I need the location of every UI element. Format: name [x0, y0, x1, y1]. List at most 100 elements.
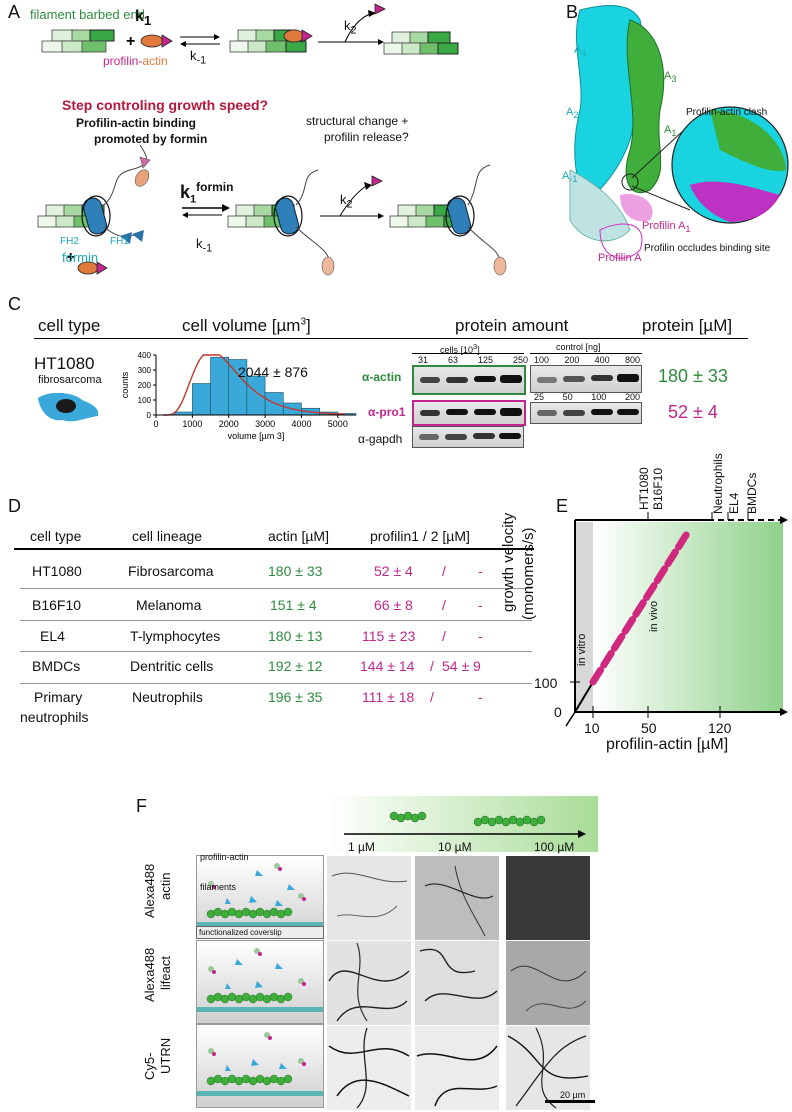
d-header-actin: actin [µM] [268, 528, 329, 544]
structural-note-2: profilin release? [324, 130, 409, 144]
cell-type-2: neutrophils [20, 709, 89, 725]
filament-top-middle [229, 29, 313, 53]
pfn2-value: - [478, 597, 483, 613]
pfn2-value: - [478, 563, 483, 579]
pfn-separator: / [442, 597, 446, 613]
cell-type: Primary [34, 689, 83, 705]
f-row3-label-1: Cy5- [142, 1052, 157, 1080]
x-tick-label: 3000 [255, 419, 275, 429]
histogram-bar [210, 356, 230, 416]
pfn1-value: 111 ± 18 [362, 689, 415, 705]
x-axis-label: volume [µm 3] [228, 431, 285, 441]
cell-shape-icon [38, 392, 99, 422]
e-top-label-ht1080: HT1080 [637, 467, 651, 510]
fh2-label: FH2 [60, 236, 79, 247]
y-tick-label: 400 [138, 351, 152, 360]
blot-actin-cells [412, 365, 526, 395]
svg-text:+: + [66, 249, 75, 266]
x-tick-label: 5000 [328, 419, 348, 429]
pfn-separator: / [442, 628, 446, 644]
question-label: Step controling growth speed? [62, 97, 269, 113]
d-header-rule [14, 548, 534, 550]
formin-note-2: promoted by formin [94, 132, 208, 146]
barbed-end-label: filament barbed end [30, 7, 145, 22]
cell-lineage: Neutrophils [132, 689, 203, 705]
cells-ticks: 31 63 125 250 [418, 355, 528, 365]
cell-lineage: Melanoma [136, 597, 202, 613]
growth-velocity-plot [565, 512, 788, 727]
alpha-actin-label: α-actin [362, 370, 402, 384]
in-vivo-region [593, 522, 783, 712]
actin-value: 196 ± 35 [268, 689, 323, 705]
a4-label: A4 [574, 44, 587, 59]
micrograph-utrn-10um [415, 1026, 499, 1110]
panel-d-label: D [8, 496, 21, 516]
control-rule [530, 353, 642, 354]
panel-a-diagram: + [37, 3, 507, 276]
cell-lineage: Dentritic cells [130, 658, 214, 674]
d-header-cell-lineage: cell lineage [132, 528, 203, 544]
pfn1-value: 66 ± 8 [374, 597, 413, 613]
pfn1-value: 115 ± 23 [362, 628, 416, 644]
x-tick-label: 4000 [291, 419, 311, 429]
schematic-utrn [196, 1024, 324, 1108]
cell-lineage: Fibrosarcoma [128, 563, 214, 579]
schematic-actin [196, 855, 324, 939]
filament-top-left [41, 29, 115, 53]
pfn-separator: / [430, 689, 434, 705]
cells-label: cells [103] [440, 342, 480, 355]
alpha-gapdh-label: α-gapdh [358, 432, 403, 446]
c-cell-sub: fibrosarcoma [38, 374, 102, 386]
panel-a-label: A [8, 2, 21, 22]
micrograph-utrn-1um [327, 1026, 411, 1110]
blot-actin-control [530, 365, 642, 393]
row-divider [20, 683, 532, 684]
blot-pro1-control [530, 402, 642, 424]
c-cell-name: HT1080 [34, 354, 95, 373]
y-tick-label: 300 [138, 366, 152, 375]
filaments-note: filaments [200, 882, 237, 892]
actin-value: 180 ± 33 [268, 563, 323, 579]
scalebar [545, 1100, 595, 1103]
am1-label: A-1 [562, 170, 578, 185]
micrograph-actin-1um [327, 856, 411, 940]
filament-top-right [383, 31, 459, 55]
control-label: control [ng] [556, 342, 601, 352]
volume-value: 2044 ± 876 [238, 364, 308, 380]
c-header-protein-um: protein [µM] [642, 316, 733, 335]
f-row1-label-2: actin [158, 872, 173, 900]
e-top-label-b16f10: B16F10 [651, 467, 665, 510]
pfn-separator: / [430, 658, 434, 674]
histogram-bar [264, 392, 284, 416]
pro1-um-value: 52 ± 4 [668, 402, 718, 422]
panel-b-label: B [566, 2, 579, 22]
pfn2-value: - [478, 628, 483, 644]
actin-value: 180 ± 13 [268, 628, 323, 644]
e-xtick-120: 120 [708, 720, 732, 736]
micrograph-utrn-100um [506, 1026, 590, 1110]
y-axis-label: counts [120, 371, 130, 398]
k2-label: k2 [344, 18, 357, 37]
formin-filament-left [37, 144, 151, 275]
formin-filament-middle [227, 169, 335, 276]
row-divider [20, 588, 532, 589]
profilin-actin-label: profilin-actin [103, 54, 168, 68]
c-header-cell-volume: cell volume [µm3] [182, 316, 311, 335]
y-tick-label: 100 [138, 396, 152, 405]
micrograph-actin-100um [506, 856, 590, 940]
cell-type: EL4 [40, 628, 65, 644]
e-xlabel: profilin-actin [µM] [606, 736, 729, 753]
pfn2-value: - [478, 689, 483, 705]
coverslip-note: functionalized coverslip [196, 926, 324, 939]
y-tick-label: 200 [138, 381, 152, 390]
profilin-a-label: Profilin A [598, 252, 642, 264]
micrograph-actin-10um [415, 856, 499, 940]
profilin-a1-label: Profilin A1 [642, 220, 691, 235]
f-row3-label-2: UTRN [158, 1037, 173, 1074]
kformin-label: k1formin [180, 180, 234, 206]
in-vivo-label: in vivo [648, 600, 660, 632]
formin-filament-right [389, 164, 507, 276]
histogram-bar [246, 375, 266, 416]
pfn1-value: 144 ± 14 [360, 658, 415, 674]
f-row2-label-2: lifeact [158, 956, 173, 990]
